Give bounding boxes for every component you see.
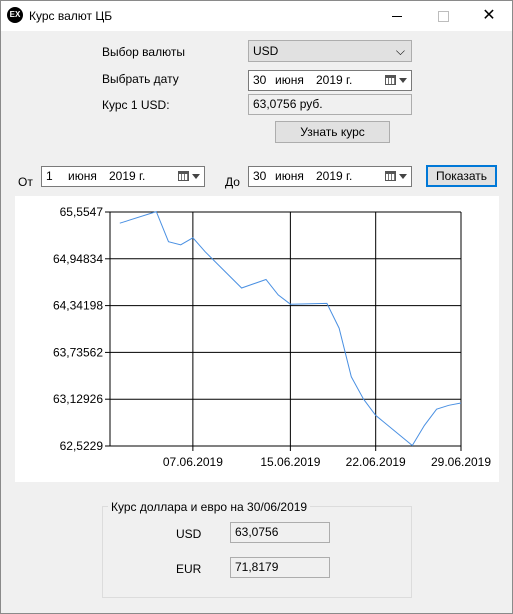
chart-grid: [105, 211, 462, 451]
rate-chart-panel: 65,5547 64,94834 64,34198 63,73562 63,12926 6…: [15, 196, 499, 482]
minimize-icon: [392, 16, 402, 18]
from-label: От: [18, 175, 33, 189]
to-label: До: [225, 175, 240, 189]
date-label: Выбрать дату: [102, 72, 179, 86]
y-tick-label: 65,5547: [60, 205, 104, 219]
currency-label: Выбор валюты: [102, 45, 185, 59]
show-button[interactable]: Показать: [426, 165, 497, 187]
to-date-picker[interactable]: 30 июня 2019 г.: [248, 166, 412, 187]
x-tick-label: 07.06.2019: [163, 455, 223, 469]
close-button[interactable]: ✕: [466, 1, 512, 31]
title-bar[interactable]: EX Курс валют ЦБ ✕: [1, 1, 512, 31]
minimize-button[interactable]: [374, 1, 420, 31]
calendar-icon[interactable]: [178, 171, 189, 181]
close-icon: ✕: [482, 7, 496, 24]
from-day: 1: [46, 169, 53, 183]
y-tick-label: 62,5229: [60, 439, 104, 453]
to-year: 2019 г.: [316, 169, 353, 183]
eur-label: EUR: [176, 562, 202, 576]
calendar-icon[interactable]: [385, 75, 396, 85]
currency-select[interactable]: USD ⌵: [248, 40, 412, 62]
get-rate-button[interactable]: Узнать курс: [275, 121, 390, 143]
maximize-button: [420, 1, 466, 31]
to-month: июня: [275, 169, 304, 183]
date-picker[interactable]: 30 июня 2019 г.: [248, 70, 412, 91]
window-title: Курс валют ЦБ: [29, 9, 113, 23]
y-tick-label: 64,34198: [53, 299, 103, 313]
dropdown-arrow-icon[interactable]: [192, 174, 200, 179]
rate-chart: 65,5547 64,94834 64,34198 63,73562 63,12926 6…: [53, 205, 492, 469]
from-month: июня: [68, 169, 97, 183]
maximize-icon: [437, 11, 449, 23]
y-axis-ticks: 65,5547 64,94834 64,34198 63,73562 63,12926 6…: [53, 205, 103, 453]
y-tick-label: 63,73562: [53, 345, 103, 359]
rate-field[interactable]: 63,0756 руб.: [248, 94, 412, 115]
x-axis-ticks: 07.06.2019 15.06.2019 22.06.2019 29.06.2019: [163, 455, 492, 469]
x-tick-label: 15.06.2019: [260, 455, 320, 469]
app-icon: EX: [7, 7, 23, 23]
from-year: 2019 г.: [109, 169, 146, 183]
rate-series-line: [119, 210, 462, 447]
to-day: 30: [253, 169, 267, 183]
date-month: июня: [275, 73, 304, 87]
calendar-icon[interactable]: [385, 171, 396, 181]
from-date-picker[interactable]: 1 июня 2019 г.: [41, 166, 205, 187]
dropdown-arrow-icon[interactable]: [399, 174, 407, 179]
dropdown-arrow-icon[interactable]: [399, 78, 407, 83]
summary-group: [102, 506, 412, 598]
currency-select-value: USD: [253, 44, 279, 58]
usd-value-field[interactable]: 63,0756: [230, 522, 330, 543]
y-tick-label: 64,94834: [53, 252, 103, 266]
date-year: 2019 г.: [316, 73, 353, 87]
y-tick-label: 63,12926: [53, 392, 103, 406]
date-day: 30: [253, 73, 267, 87]
summary-group-title: Курс доллара и евро на 30/06/2019: [108, 500, 311, 514]
usd-label: USD: [176, 527, 202, 541]
chevron-down-icon: ⌵: [395, 44, 405, 58]
eur-value-field[interactable]: 71,8179: [230, 557, 330, 578]
x-tick-label: 22.06.2019: [346, 455, 406, 469]
rate-label: Курс 1 USD:: [102, 98, 170, 112]
x-tick-label: 29.06.2019: [431, 455, 491, 469]
